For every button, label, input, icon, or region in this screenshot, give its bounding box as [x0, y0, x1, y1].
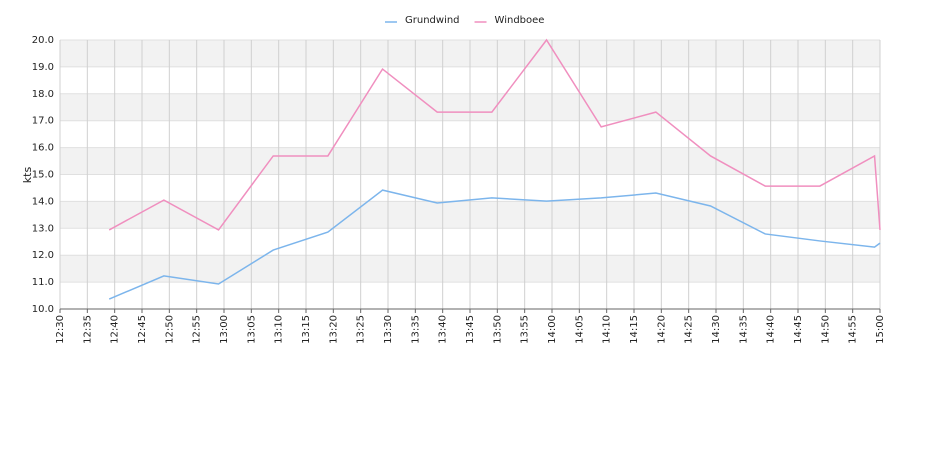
y-tick-label: 16.0 [32, 143, 54, 154]
x-tick-label: 12:40 [110, 315, 121, 344]
x-tick-label: 12:55 [192, 315, 203, 344]
series-line [108, 38, 881, 231]
x-tick-label: 14:05 [574, 315, 585, 344]
x-tick-label: 14:40 [766, 315, 777, 344]
x-tick-label: 13:55 [520, 315, 531, 344]
x-tick-label: 12:30 [55, 315, 66, 344]
y-tick-label: 20.0 [32, 35, 54, 46]
x-tick-label: 14:45 [793, 315, 804, 344]
y-tick-label: 11.0 [32, 277, 54, 288]
y-tick-label: 15.0 [32, 170, 54, 181]
x-tick-label: 13:45 [465, 315, 476, 344]
x-tick-label: 12:35 [82, 315, 93, 344]
legend-label: Grundwind [405, 15, 460, 26]
x-tick-label: 14:00 [547, 315, 558, 344]
x-tick-label: 14:55 [848, 315, 859, 344]
x-tick-label: 14:20 [656, 315, 667, 344]
y-tick-label: 18.0 [32, 89, 54, 100]
y-tick-label: 13.0 [32, 223, 54, 234]
x-tick-label: 14:10 [602, 315, 613, 344]
x-tick-label: 13:25 [356, 315, 367, 344]
x-tick-label: 14:15 [629, 315, 640, 344]
x-tick-label: 13:30 [383, 315, 394, 344]
x-tick-label: 13:40 [438, 315, 449, 344]
x-tick-label: 12:50 [164, 315, 175, 344]
x-tick-label: 12:45 [137, 315, 148, 344]
y-axis-label: kts [21, 167, 34, 184]
x-tick-label: 13:15 [301, 315, 312, 344]
x-tick-label: 14:50 [820, 315, 831, 344]
x-tick-label: 14:25 [684, 315, 695, 344]
x-tick-label: 13:05 [246, 315, 257, 344]
y-tick-label: 19.0 [32, 62, 54, 73]
y-tick-label: 17.0 [32, 116, 54, 127]
x-tick-label: 13:00 [219, 315, 230, 344]
y-tick-label: 10.0 [32, 304, 54, 315]
x-tick-label: 13:10 [274, 315, 285, 344]
x-tick-label: 14:30 [711, 315, 722, 344]
x-tick-label: 13:50 [492, 315, 503, 344]
x-tick-label: 13:20 [328, 315, 339, 344]
x-tick-label: 14:35 [738, 315, 749, 344]
x-tick-label: 15:00 [875, 315, 886, 344]
y-tick-label: 12.0 [32, 250, 54, 261]
legend-label: Windboee [495, 15, 545, 26]
x-tick-label: 13:35 [410, 315, 421, 344]
series-line [108, 189, 881, 300]
y-tick-label: 14.0 [32, 196, 54, 207]
